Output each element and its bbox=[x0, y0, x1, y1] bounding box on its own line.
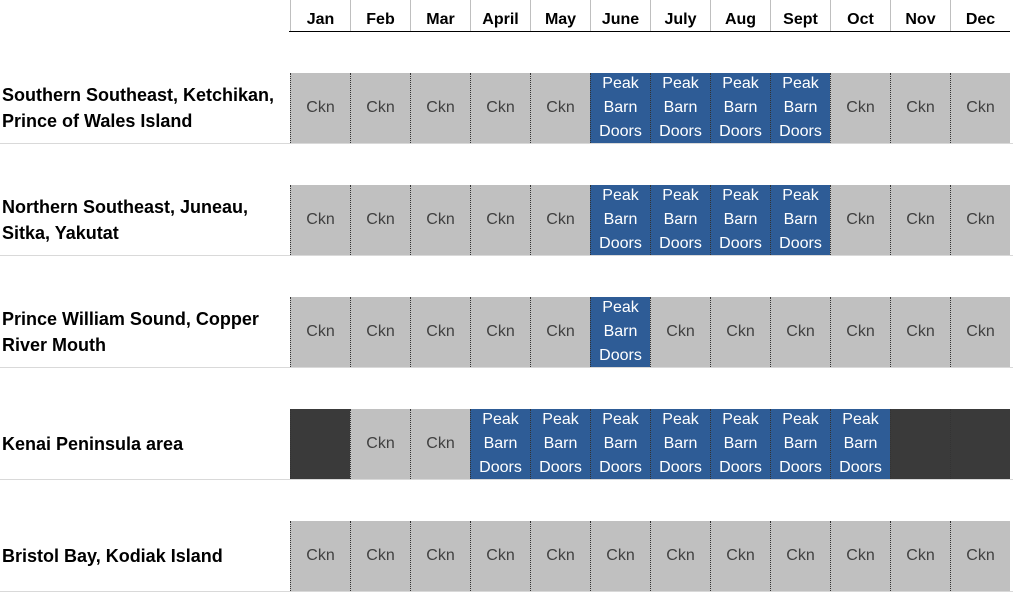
ckn-season-cell: Ckn bbox=[470, 297, 530, 367]
ckn-season-cell: Ckn bbox=[770, 521, 830, 591]
ckn-season-cell: Ckn bbox=[410, 73, 470, 143]
ckn-season-cell: Ckn bbox=[410, 185, 470, 255]
ckn-season-cell: Ckn bbox=[470, 521, 530, 591]
ckn-season-cell: Ckn bbox=[830, 297, 890, 367]
region-label-line: Bristol Bay, Kodiak Island bbox=[2, 546, 223, 566]
month-header-june: June bbox=[590, 0, 650, 31]
month-header-sept: Sept bbox=[770, 0, 830, 31]
month-header-feb: Feb bbox=[350, 0, 410, 31]
ckn-season-cell: Ckn bbox=[830, 521, 890, 591]
ckn-season-cell: Ckn bbox=[950, 297, 1010, 367]
peak-season-cell: Peak Barn Doors bbox=[590, 409, 650, 479]
region-label: Southern Southeast, Ketchikan, Prince of … bbox=[2, 73, 288, 143]
ckn-season-cell: Ckn bbox=[530, 297, 590, 367]
ckn-season-cell: Ckn bbox=[950, 185, 1010, 255]
peak-season-cell: Peak Barn Doors bbox=[770, 73, 830, 143]
month-header-april: April bbox=[470, 0, 530, 31]
peak-season-cell: Peak Barn Doors bbox=[710, 73, 770, 143]
ckn-season-cell: Ckn bbox=[530, 185, 590, 255]
ckn-season-cell: Ckn bbox=[290, 521, 350, 591]
ckn-season-cell: Ckn bbox=[890, 297, 950, 367]
ckn-season-cell: Ckn bbox=[890, 185, 950, 255]
region-label-line: Prince of Wales Island bbox=[2, 111, 193, 131]
region-label-line: Kenai Peninsula area bbox=[2, 434, 184, 454]
peak-season-cell: Peak Barn Doors bbox=[770, 185, 830, 255]
month-header-jan: Jan bbox=[290, 0, 350, 31]
closed-season-cell bbox=[950, 409, 1010, 479]
month-header-aug: Aug bbox=[710, 0, 770, 31]
ckn-season-cell: Ckn bbox=[350, 409, 410, 479]
peak-season-cell: Peak Barn Doors bbox=[470, 409, 530, 479]
ckn-season-cell: Ckn bbox=[710, 521, 770, 591]
row-divider bbox=[0, 255, 1013, 256]
region-label-line: Prince William Sound, Copper bbox=[2, 309, 259, 329]
peak-season-cell: Peak Barn Doors bbox=[710, 409, 770, 479]
ckn-season-cell: Ckn bbox=[830, 185, 890, 255]
peak-season-cell: Peak Barn Doors bbox=[530, 409, 590, 479]
peak-season-cell: Peak Barn Doors bbox=[770, 409, 830, 479]
region-label: Prince William Sound, Copper River Mouth bbox=[2, 297, 288, 367]
ckn-season-cell: Ckn bbox=[410, 521, 470, 591]
ckn-season-cell: Ckn bbox=[890, 521, 950, 591]
region-label-line: Sitka, Yakutat bbox=[2, 223, 119, 243]
peak-season-cell: Peak Barn Doors bbox=[650, 185, 710, 255]
region-label: Northern Southeast, Juneau, Sitka, Yakuta… bbox=[2, 185, 288, 255]
row-divider bbox=[0, 479, 1013, 480]
closed-season-cell bbox=[890, 409, 950, 479]
ckn-season-cell: Ckn bbox=[350, 73, 410, 143]
month-header-july: July bbox=[650, 0, 710, 31]
ckn-season-cell: Ckn bbox=[650, 297, 710, 367]
peak-season-cell: Peak Barn Doors bbox=[590, 185, 650, 255]
ckn-season-cell: Ckn bbox=[770, 297, 830, 367]
row-divider bbox=[0, 143, 1013, 144]
ckn-season-cell: Ckn bbox=[530, 73, 590, 143]
region-label-line: River Mouth bbox=[2, 335, 107, 355]
peak-season-cell: Peak Barn Doors bbox=[650, 73, 710, 143]
region-label: Bristol Bay, Kodiak Island bbox=[2, 521, 288, 591]
region-label-line: Southern Southeast, Ketchikan, bbox=[2, 85, 275, 105]
header-underline bbox=[289, 31, 1010, 32]
peak-season-cell: Peak Barn Doors bbox=[650, 409, 710, 479]
ckn-season-cell: Ckn bbox=[590, 521, 650, 591]
row-divider bbox=[0, 367, 1013, 368]
month-header-dec: Dec bbox=[950, 0, 1010, 31]
peak-season-cell: Peak Barn Doors bbox=[590, 297, 650, 367]
peak-season-cell: Peak Barn Doors bbox=[590, 73, 650, 143]
month-header-nov: Nov bbox=[890, 0, 950, 31]
month-header-mar: Mar bbox=[410, 0, 470, 31]
ckn-season-cell: Ckn bbox=[350, 185, 410, 255]
ckn-season-cell: Ckn bbox=[830, 73, 890, 143]
month-header-oct: Oct bbox=[830, 0, 890, 31]
closed-season-cell bbox=[290, 409, 350, 479]
ckn-season-cell: Ckn bbox=[350, 521, 410, 591]
ckn-season-cell: Ckn bbox=[290, 297, 350, 367]
ckn-season-cell: Ckn bbox=[410, 409, 470, 479]
ckn-season-cell: Ckn bbox=[530, 521, 590, 591]
month-header-may: May bbox=[530, 0, 590, 31]
peak-season-cell: Peak Barn Doors bbox=[710, 185, 770, 255]
ckn-season-cell: Ckn bbox=[290, 73, 350, 143]
ckn-season-cell: Ckn bbox=[710, 297, 770, 367]
ckn-season-cell: Ckn bbox=[950, 521, 1010, 591]
ckn-season-cell: Ckn bbox=[350, 297, 410, 367]
row-divider bbox=[0, 591, 1013, 592]
ckn-season-cell: Ckn bbox=[650, 521, 710, 591]
ckn-season-cell: Ckn bbox=[470, 185, 530, 255]
ckn-season-cell: Ckn bbox=[410, 297, 470, 367]
ckn-season-cell: Ckn bbox=[890, 73, 950, 143]
ckn-season-cell: Ckn bbox=[470, 73, 530, 143]
ckn-season-cell: Ckn bbox=[290, 185, 350, 255]
peak-season-cell: Peak Barn Doors bbox=[830, 409, 890, 479]
region-label-line: Northern Southeast, Juneau, bbox=[2, 197, 249, 217]
ckn-season-cell: Ckn bbox=[950, 73, 1010, 143]
region-label: Kenai Peninsula area bbox=[2, 409, 288, 479]
